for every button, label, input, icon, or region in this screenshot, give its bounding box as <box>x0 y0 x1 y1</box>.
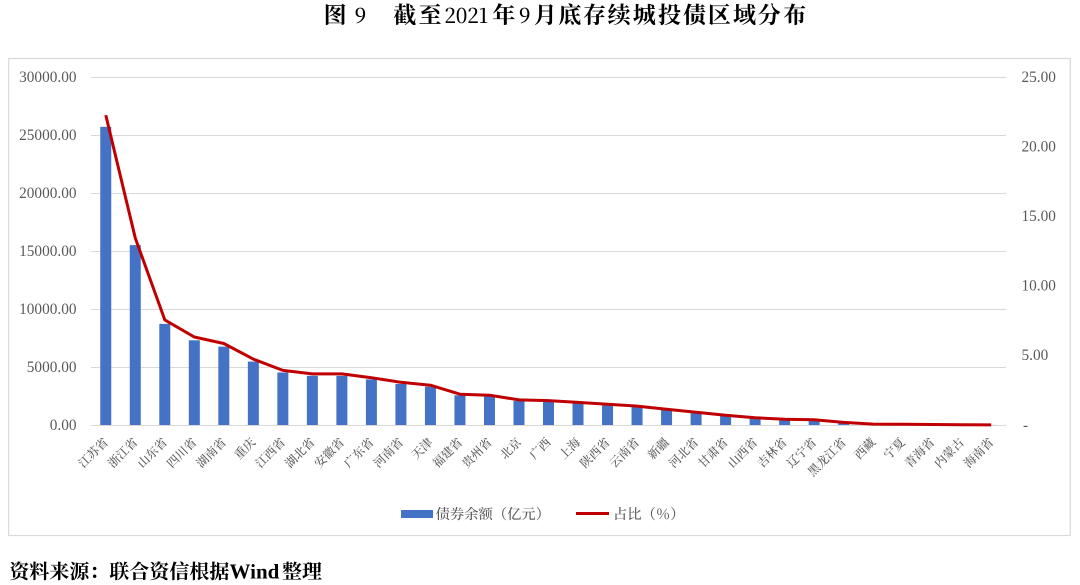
svg-text:15.00: 15.00 <box>1022 208 1057 225</box>
svg-text:10000.00: 10000.00 <box>19 301 77 318</box>
svg-text:25000.00: 25000.00 <box>19 127 77 144</box>
svg-text:0.00: 0.00 <box>50 417 77 434</box>
svg-text:Wind: Wind <box>230 560 280 584</box>
svg-text:30000.00: 30000.00 <box>19 69 77 86</box>
svg-text:5.00: 5.00 <box>1022 347 1049 364</box>
svg-text:-: - <box>1023 417 1028 434</box>
svg-text:15000.00: 15000.00 <box>19 243 77 260</box>
svg-text:5000.00: 5000.00 <box>27 359 77 376</box>
svg-text:25.00: 25.00 <box>1022 69 1057 86</box>
svg-text:20.00: 20.00 <box>1022 138 1057 155</box>
svg-text:10.00: 10.00 <box>1022 278 1057 295</box>
svg-text:20000.00: 20000.00 <box>19 185 77 202</box>
